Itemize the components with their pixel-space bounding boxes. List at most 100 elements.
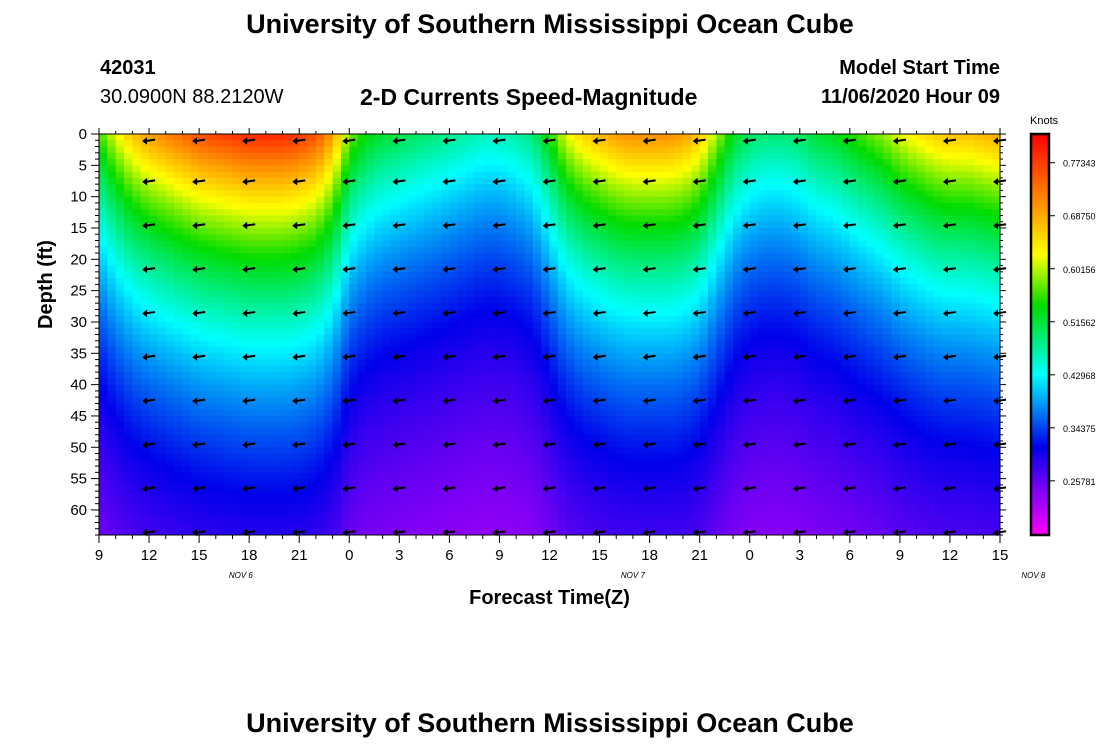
current-vector <box>142 309 156 317</box>
current-vector <box>342 137 356 145</box>
y-tick-label: 0 <box>79 126 87 143</box>
main-title: University of Southern Mississippi Ocean… <box>246 9 854 39</box>
current-vector <box>642 528 656 537</box>
current-vector <box>392 484 406 493</box>
current-vector <box>392 265 406 274</box>
current-vector <box>342 484 356 493</box>
station-id: 42031 <box>100 57 156 79</box>
current-vectors <box>142 137 1007 537</box>
current-vector <box>142 177 156 186</box>
current-vector <box>542 265 556 274</box>
colorbar-label: 0.68750 <box>1063 212 1096 222</box>
y-tick-label: 5 <box>79 157 87 174</box>
model-start-time: 11/06/2020 Hour 09 <box>820 86 1000 108</box>
current-vector <box>242 484 256 493</box>
current-vector <box>192 484 206 493</box>
current-vector <box>442 177 456 186</box>
y-tick-label: 45 <box>70 408 87 425</box>
current-vector <box>993 221 1007 230</box>
current-vector <box>442 397 456 405</box>
current-vector <box>792 397 806 405</box>
current-vector <box>592 484 606 493</box>
current-vector <box>692 221 706 230</box>
current-vector <box>342 353 356 361</box>
x-tick-label: 9 <box>896 547 904 564</box>
current-vector <box>342 397 356 405</box>
x-tick-label: 9 <box>95 547 103 564</box>
current-vector <box>142 484 156 493</box>
current-vector <box>192 353 206 361</box>
current-vector <box>342 177 356 186</box>
current-vector <box>842 528 856 537</box>
current-vector <box>542 221 556 230</box>
heatmap <box>99 134 1000 535</box>
current-vector <box>192 528 206 537</box>
x-tick-label: 15 <box>992 547 1009 564</box>
current-vector <box>192 137 206 145</box>
current-vector <box>993 177 1007 186</box>
current-vector <box>642 441 656 449</box>
y-tick-label: 55 <box>70 471 87 488</box>
current-vector <box>292 137 306 145</box>
current-vector <box>942 309 957 317</box>
current-vector <box>942 221 957 230</box>
chart-axes: 9 12 15 18 21 0 3 6 9 12 15 18 21 0 3 6 9 12 15 NOV 6 NOV 7 N… <box>35 126 1046 609</box>
current-vector <box>392 137 406 145</box>
current-vector <box>142 137 156 145</box>
current-vector <box>242 353 256 361</box>
chart-title: 2-D Currents Speed-Magnitude <box>360 84 698 110</box>
x-tick-label: 15 <box>591 547 608 564</box>
x-tick-label: 18 <box>641 547 658 564</box>
current-vector <box>242 397 256 405</box>
current-vector <box>942 265 957 274</box>
current-vector <box>492 177 506 186</box>
current-vector <box>192 397 206 405</box>
x-tick-label: 15 <box>191 547 208 564</box>
current-vector <box>892 441 907 449</box>
current-vector <box>242 265 256 274</box>
current-vector <box>692 484 706 493</box>
current-vector <box>993 353 1007 361</box>
current-vector <box>542 528 556 537</box>
current-vector <box>442 528 456 537</box>
y-tick-label: 25 <box>70 283 87 300</box>
current-vector <box>993 309 1007 317</box>
current-vector <box>892 397 907 405</box>
date-label: NOV 6 <box>229 571 254 580</box>
current-vector <box>292 353 306 361</box>
footer-title: University of Southern Mississippi Ocean… <box>246 708 854 738</box>
current-vector <box>892 177 907 186</box>
current-vector <box>292 265 306 274</box>
current-vector <box>642 484 656 493</box>
current-vector <box>742 221 756 230</box>
x-tick-label: 0 <box>345 547 353 564</box>
current-vector <box>492 309 506 317</box>
x-tick-label: 21 <box>291 547 308 564</box>
current-vector <box>692 137 706 145</box>
current-vector <box>642 353 656 361</box>
current-vector <box>292 528 306 537</box>
current-vector <box>242 441 256 449</box>
x-tick-label: 3 <box>395 547 403 564</box>
colorbar-label: 0.51562 <box>1063 318 1096 328</box>
current-vector <box>642 265 656 274</box>
current-vector <box>292 484 306 493</box>
colorbar-label: 0.60156 <box>1063 265 1096 275</box>
current-vector <box>942 397 957 405</box>
current-vector <box>392 221 406 230</box>
current-vector <box>842 177 856 186</box>
current-vector <box>192 309 206 317</box>
current-vector <box>892 309 907 317</box>
current-vector <box>392 353 406 361</box>
current-vector <box>542 353 556 361</box>
current-vector <box>442 265 456 274</box>
x-tick-label: 3 <box>796 547 804 564</box>
current-vector <box>892 484 907 493</box>
x-tick-label: 9 <box>495 547 503 564</box>
current-vector <box>392 177 406 186</box>
current-vector <box>642 177 656 186</box>
x-tick-label: 12 <box>942 547 959 564</box>
x-tick-label: 12 <box>541 547 558 564</box>
current-vector <box>542 397 556 405</box>
